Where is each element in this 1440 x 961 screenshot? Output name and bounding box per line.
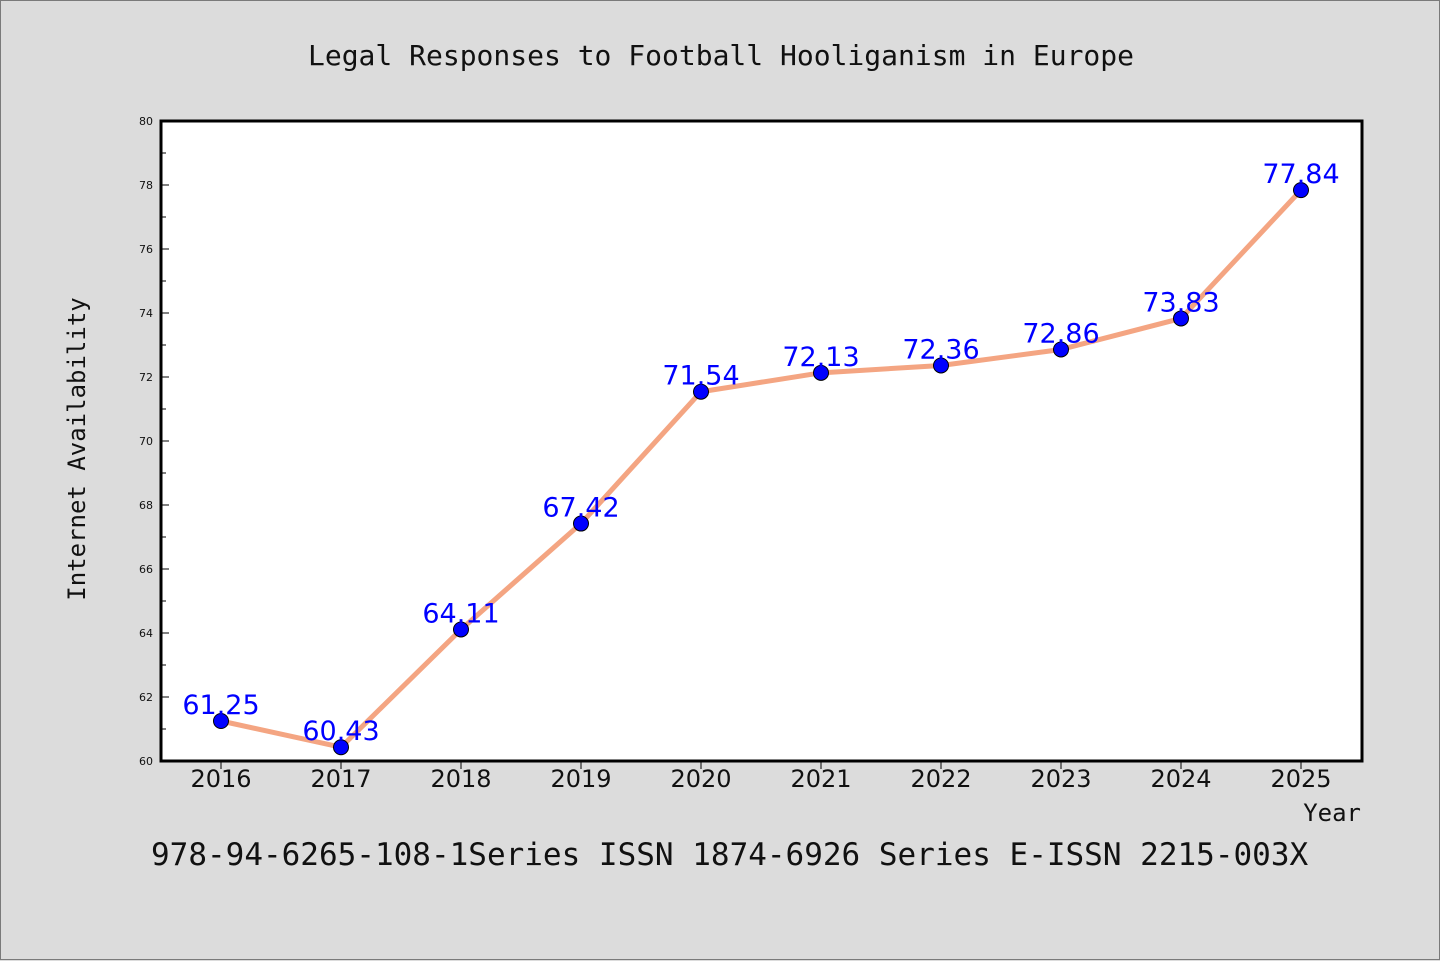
series-line xyxy=(218,187,1304,750)
y-axis-label: Internet Availability xyxy=(63,297,91,600)
series-markers xyxy=(213,182,1309,756)
x-tick-label: 2016 xyxy=(190,765,251,793)
x-tick-label: 2018 xyxy=(430,765,491,793)
data-label: 60.43 xyxy=(302,716,379,747)
y-tick-label: 76 xyxy=(139,243,153,256)
data-point xyxy=(453,621,469,638)
data-label: 71.54 xyxy=(662,361,739,392)
x-tick-label: 2017 xyxy=(310,765,371,793)
x-tick-label: 2023 xyxy=(1030,765,1091,793)
x-tick-label: 2019 xyxy=(550,765,611,793)
data-label: 73.83 xyxy=(1142,287,1219,318)
plot-area xyxy=(161,121,1362,761)
data-point xyxy=(1293,182,1309,199)
data-label: 61.25 xyxy=(182,690,259,721)
x-tick-label: 2025 xyxy=(1270,765,1331,793)
data-label: 77.84 xyxy=(1262,159,1339,190)
data-labels: 61.25 60.43 64.11 67.42 71.54 72.13 72.36 72.86… xyxy=(182,159,1339,747)
data-point xyxy=(933,357,949,374)
caption-text: 978-94-6265-108-1Series ISSN 1874-6926 S… xyxy=(151,837,1308,873)
x-tick-label: 2021 xyxy=(790,765,851,793)
y-tick-label: 78 xyxy=(139,179,153,192)
y-tick-label: 74 xyxy=(139,307,153,320)
y-tick-label: 80 xyxy=(139,115,153,128)
data-point xyxy=(1053,341,1069,358)
x-tick-label: 2024 xyxy=(1150,765,1211,793)
data-point xyxy=(693,383,709,400)
y-tick-label: 68 xyxy=(139,499,153,512)
data-point xyxy=(333,739,349,756)
data-label: 72.86 xyxy=(1022,318,1099,349)
data-label: 67.42 xyxy=(542,493,619,524)
data-label: 72.13 xyxy=(782,342,859,373)
plot-border xyxy=(159,119,1364,763)
x-tick-label: 2020 xyxy=(670,765,731,793)
data-label: 64.11 xyxy=(422,598,499,629)
data-point xyxy=(813,364,829,381)
data-point xyxy=(573,515,589,532)
y-tick-label: 62 xyxy=(139,691,153,704)
x-axis: 2016 2017 2018 2019 2020 2021 2022 2023 2024 2025 xyxy=(190,761,1332,793)
y-tick-label: 72 xyxy=(139,371,153,384)
y-tick-label: 60 xyxy=(139,755,153,768)
x-axis-label: Year xyxy=(1303,799,1361,827)
chart-title: Legal Responses to Football Hooliganism … xyxy=(308,39,1134,72)
data-point xyxy=(1173,310,1189,327)
data-point xyxy=(213,713,229,729)
x-tick-label: 2022 xyxy=(910,765,971,793)
y-tick-label: 64 xyxy=(139,627,153,640)
y-tick-label: 70 xyxy=(139,435,153,448)
data-label: 72.36 xyxy=(902,334,979,365)
y-tick-label: 66 xyxy=(139,563,153,576)
y-axis: 60 62 64 66 68 70 72 74 76 78 80 xyxy=(139,115,169,768)
